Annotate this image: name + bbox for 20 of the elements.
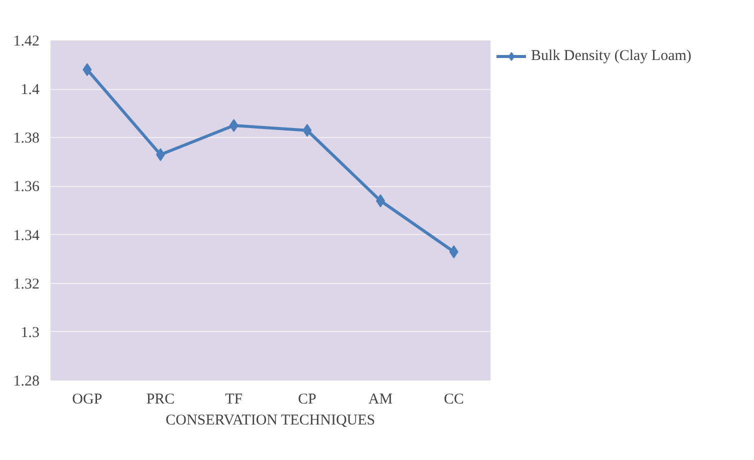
y-tick-label: 1.36: [13, 179, 40, 196]
x-tick-label: AM: [368, 392, 393, 408]
x-tick-label: CP: [298, 392, 316, 408]
x-tick-label: CC: [444, 392, 464, 408]
y-tick-label: 1.28: [13, 374, 40, 390]
legend-label: Bulk Density (Clay Loam): [531, 48, 692, 64]
y-tick-label: 1.3: [20, 324, 40, 341]
point: [229, 119, 238, 132]
y-tick-label: 1.32: [13, 276, 40, 292]
y-tick-label: 1.34: [13, 228, 40, 244]
point: [302, 124, 312, 137]
y-tick-label: 1.4: [20, 82, 40, 98]
x-tick-label: PRC: [146, 392, 175, 408]
x-axis-title: CONSERVATION TECHNIQUES: [166, 412, 376, 428]
x-tick-label: OGP: [72, 392, 102, 408]
point: [82, 63, 92, 76]
y-tick-label: 1.38: [13, 130, 40, 147]
point: [449, 245, 458, 258]
x-tick-label: TF: [225, 392, 243, 408]
y-tick-label: 1.42: [13, 34, 40, 50]
